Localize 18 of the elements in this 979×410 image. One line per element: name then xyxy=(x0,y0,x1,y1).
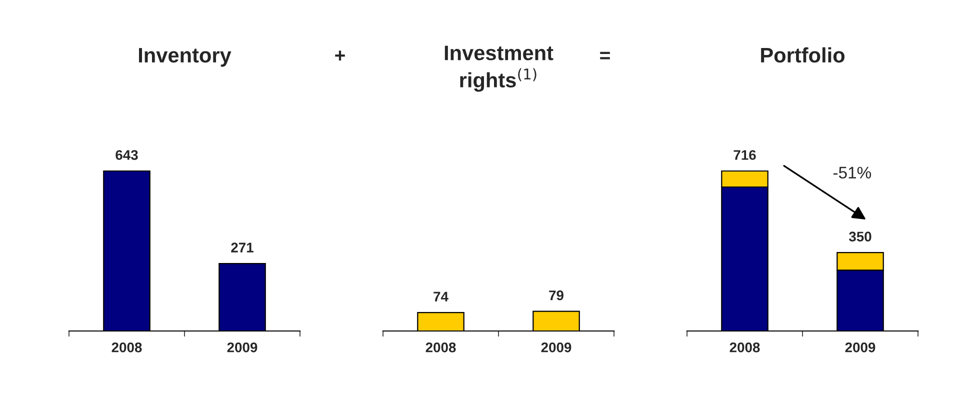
data-label: 74 xyxy=(434,292,448,302)
data-label: 79 xyxy=(549,290,564,300)
data-label: 643 xyxy=(116,150,138,160)
annotation: -51% xyxy=(833,166,872,179)
x-tick-label: 2008 xyxy=(730,342,760,352)
x-tick-label: 2009 xyxy=(845,342,876,352)
x-tick-label: 2008 xyxy=(426,342,456,352)
chart-title: Inventory xyxy=(139,48,232,67)
x-tick-label: 2008 xyxy=(112,342,142,352)
chart-title: Investment rights$^{(1)}$ xyxy=(444,46,554,92)
text: + xyxy=(335,50,345,60)
data-label: 271 xyxy=(231,242,254,252)
chart-title: Portfolio xyxy=(761,47,845,63)
annotation: 716 xyxy=(734,150,756,160)
x-tick-label: 2009 xyxy=(227,342,258,352)
x-tick-label: 2009 xyxy=(541,342,572,352)
annotation: 350 xyxy=(848,232,872,242)
text: = xyxy=(600,52,610,60)
